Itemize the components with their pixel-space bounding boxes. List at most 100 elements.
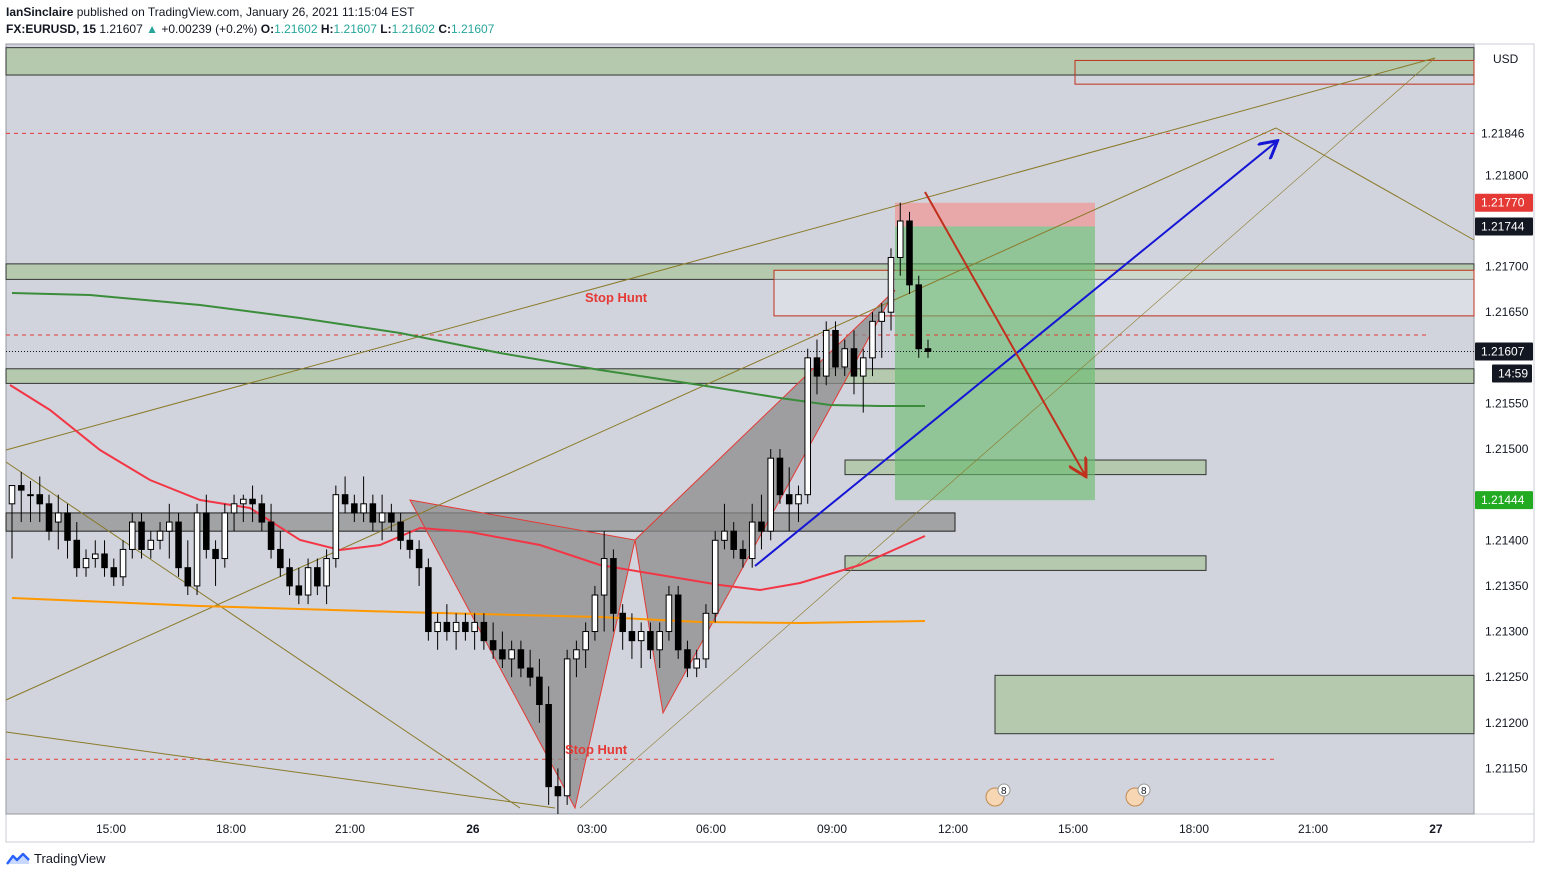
candle-body [8, 485, 16, 505]
candle-body [388, 512, 395, 523]
x-tick-label: 18:00 [216, 822, 246, 836]
y-tick-label: 1.21800 [1485, 168, 1529, 182]
open-value: 1.21602 [274, 22, 318, 36]
candle-body [730, 530, 737, 550]
candle-body [526, 667, 534, 678]
stop-hunt-label: Stop Hunt [565, 742, 628, 757]
candle-body [896, 220, 904, 258]
candle-body [656, 631, 663, 651]
open-label: O: [260, 22, 275, 36]
candle-body [27, 494, 34, 497]
price-badge-text: 1.21607 [1481, 344, 1525, 358]
candle-body [230, 503, 238, 514]
candle-body [286, 567, 293, 587]
red-projection-arrow [924, 191, 1085, 475]
candle-body [767, 457, 774, 532]
candle-body [267, 521, 275, 550]
candle-body [619, 612, 626, 633]
candle-body [832, 329, 839, 368]
price-badge-text: 1.21744 [1481, 219, 1525, 233]
tradingview-logo-icon [6, 852, 30, 865]
candle-body [610, 558, 617, 614]
candle-body [591, 594, 599, 633]
candle-body [184, 567, 192, 587]
event-count-text: 8 [1001, 786, 1007, 797]
x-tick-label: 21:00 [335, 822, 365, 836]
candle-body [277, 548, 284, 569]
candle-body [73, 539, 81, 569]
candle-body [249, 498, 256, 505]
tradingview-footer[interactable]: TradingView [6, 851, 106, 866]
take-profit-zone [895, 226, 1095, 501]
price-badge [1475, 193, 1533, 212]
stop-loss-zone [895, 202, 1095, 227]
zone-top [5, 47, 1475, 76]
zone-1216 [5, 368, 1475, 384]
publish-info: IanSinclaire published on TradingView.co… [6, 4, 494, 21]
up-arrow-icon: ▲ [146, 22, 158, 36]
event-count-text: 8 [1141, 786, 1147, 797]
candle-body [499, 649, 506, 660]
ohlc-legend: FX:EURUSD, 15 1.21607 ▲ +0.00239 (+0.2%)… [6, 21, 494, 38]
candle-body [415, 548, 423, 569]
candle-body [110, 567, 118, 578]
publish-text: published on TradingView.com, January 26… [76, 5, 415, 19]
y-tick-label: 1.21400 [1485, 533, 1529, 547]
symbol-label[interactable]: FX:EURUSD, 15 [6, 22, 97, 36]
y-tick-label: 1.21700 [1485, 260, 1529, 274]
x-tick-label: 26 [466, 822, 480, 836]
candle-body [878, 311, 886, 322]
candle-body [508, 649, 515, 660]
candle-body [54, 512, 62, 523]
candle-body [850, 348, 858, 377]
candle-body [721, 530, 728, 541]
candle-body [637, 631, 645, 642]
candle-body [711, 539, 719, 614]
candle-body [684, 649, 691, 669]
candle-body [887, 256, 895, 313]
candle-body [573, 649, 580, 660]
close-label: C: [438, 22, 451, 36]
candle-body [563, 658, 571, 797]
candle-body [841, 348, 849, 368]
x-tick-label: 09:00 [817, 822, 847, 836]
candle-body [425, 567, 432, 633]
candle-body [203, 512, 210, 550]
y-tick-label: 1.21200 [1485, 716, 1529, 730]
candle-body [582, 631, 589, 651]
candle-body [628, 631, 636, 642]
y-tick-label: 1.21350 [1485, 579, 1529, 593]
candle-body [323, 558, 330, 587]
candle-body [647, 631, 654, 651]
trendline-drop [1275, 127, 1475, 241]
time-axis [5, 813, 1535, 843]
candle-body [82, 558, 90, 569]
brand-name: TradingView [34, 851, 106, 866]
price-badge [1475, 342, 1533, 361]
candle-body [314, 567, 321, 587]
x-tick-label: 03:00 [577, 822, 607, 836]
candle-body [341, 494, 349, 505]
candle-body [64, 512, 71, 541]
pattern-triangle-right [634, 289, 896, 715]
candle-body [489, 640, 497, 651]
candle-body [822, 329, 830, 377]
candle-body [804, 357, 811, 496]
candle-body [480, 621, 488, 642]
price-badge [1492, 364, 1532, 383]
candle-body [129, 521, 136, 550]
author-name[interactable]: IanSinclaire [6, 5, 74, 19]
candle-body [813, 357, 821, 377]
candle-body [536, 676, 543, 706]
candle-body [906, 220, 913, 286]
price-badge [1475, 217, 1533, 236]
candle-body [91, 553, 99, 560]
candle-body [138, 521, 145, 550]
candle-body [702, 612, 710, 660]
y-tick-label: 1.21250 [1485, 670, 1529, 684]
high-label: H: [320, 22, 334, 36]
y-tick-label: 1.21650 [1485, 305, 1529, 319]
candle-body [434, 621, 441, 633]
orange-moving-average [11, 597, 926, 625]
